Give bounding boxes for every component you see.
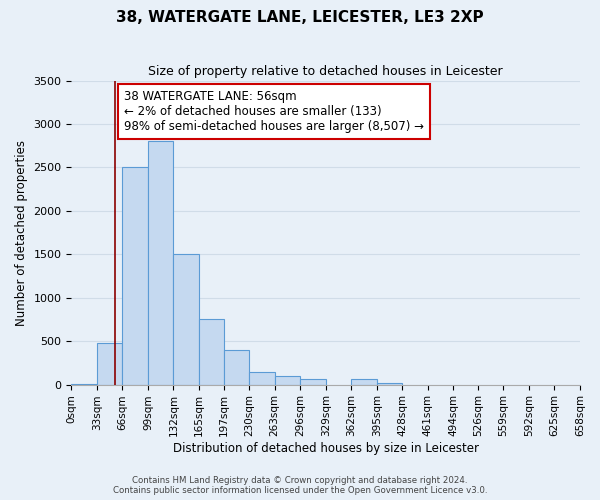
Bar (351, 380, 377, 384)
Bar (173, 254, 199, 384)
Bar (199, 320, 224, 384)
Bar (300, 380, 326, 384)
Y-axis label: Number of detached properties: Number of detached properties (15, 140, 28, 326)
Bar (224, 350, 249, 384)
Title: Size of property relative to detached houses in Leicester: Size of property relative to detached ho… (148, 65, 503, 78)
Bar (249, 372, 275, 384)
Bar (275, 376, 300, 384)
Bar (148, 142, 173, 384)
Text: 38 WATERGATE LANE: 56sqm
← 2% of detached houses are smaller (133)
98% of semi-d: 38 WATERGATE LANE: 56sqm ← 2% of detache… (124, 90, 424, 133)
X-axis label: Distribution of detached houses by size in Leicester: Distribution of detached houses by size … (173, 442, 479, 455)
Bar (122, 168, 148, 384)
Text: 38, WATERGATE LANE, LEICESTER, LE3 2XP: 38, WATERGATE LANE, LEICESTER, LE3 2XP (116, 10, 484, 25)
Text: Contains HM Land Registry data © Crown copyright and database right 2024.
Contai: Contains HM Land Registry data © Crown c… (113, 476, 487, 495)
Bar (97, 343, 122, 384)
Bar (377, 383, 402, 384)
